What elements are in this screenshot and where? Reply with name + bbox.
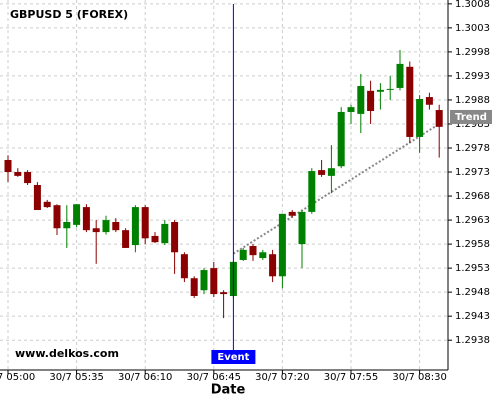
candle-body [425,97,433,105]
candle-body [367,90,375,111]
candle-body [249,246,257,256]
candle-body [278,213,286,277]
trend-label-box [450,109,492,124]
candle-body [210,268,218,295]
candle-body [406,66,414,137]
y-tick-label: 1.2988 [455,95,490,106]
y-tick-label: 1.3008 [455,0,490,10]
y-tick-label: 1.2963 [455,215,490,226]
trend-line [232,123,440,255]
candle-body [308,171,316,212]
candle-body [239,249,247,260]
candle-body [180,254,188,279]
y-tick-label: 1.2943 [455,311,490,322]
candle-body [102,220,110,233]
candle-body [435,110,443,127]
y-tick-label: 1.2983 [455,119,490,130]
y-tick-label: 1.2998 [455,47,490,58]
candle-body [33,185,41,210]
candle-body [73,204,81,225]
event-label-box [211,350,256,364]
candle-body [82,207,90,231]
watermark: www.delkos.com [15,347,119,360]
candle-body [151,235,159,243]
x-tick-label: 30/7 07:20 [255,372,309,383]
y-tick-label: 1.2968 [455,191,490,202]
candle-body [396,63,404,88]
candle-body [200,270,208,291]
candle-body [92,228,100,233]
y-tick-label: 1.3003 [455,23,490,34]
candle-body [318,170,326,175]
x-tick-label: 30/7 05:35 [49,372,103,383]
candle-body [112,222,120,231]
candle-body [288,211,296,216]
candle-body [220,292,228,295]
candle-body [259,252,267,259]
x-axis-label: Date [211,383,246,398]
candle-body [53,205,61,229]
candle-body [347,107,355,112]
candle-body [376,89,384,92]
candle-body [4,160,12,173]
candle-body [43,201,51,208]
y-tick-label: 1.2948 [455,287,490,298]
y-tick-label: 1.2993 [455,71,490,82]
candle-body [190,278,198,296]
y-tick-label: 1.2978 [455,143,490,154]
candle-body [171,222,179,253]
candle-body [141,207,149,239]
x-tick-label: 30/7 07:55 [324,372,378,383]
candle-body [131,207,139,246]
x-tick-label: 30/7 05:00 [0,372,35,383]
event-label: Event [217,352,249,363]
y-tick-label: 1.2953 [455,263,490,274]
y-tick-label: 1.2958 [455,239,490,250]
candle-body [357,86,365,114]
x-tick-label: 30/7 06:45 [187,372,241,383]
candle-body [63,222,71,229]
y-tick-label: 1.2973 [455,167,490,178]
candle-body [24,172,32,184]
candle-body [327,168,335,176]
candle-body [14,172,22,176]
trend-label: Trend [455,112,487,123]
x-tick-label: 30/7 08:30 [392,372,446,383]
x-tick-label: 30/7 06:10 [118,372,172,383]
candle-body [337,111,345,167]
candle-body [416,98,424,137]
candle-body [269,254,277,277]
candle-body [386,88,394,90]
candle-body [122,230,130,248]
y-tick-label: 1.2938 [455,335,490,346]
candle-body [298,211,306,245]
chart-title: GBPUSD 5 (FOREX) [10,8,128,21]
candle-body [161,223,169,244]
